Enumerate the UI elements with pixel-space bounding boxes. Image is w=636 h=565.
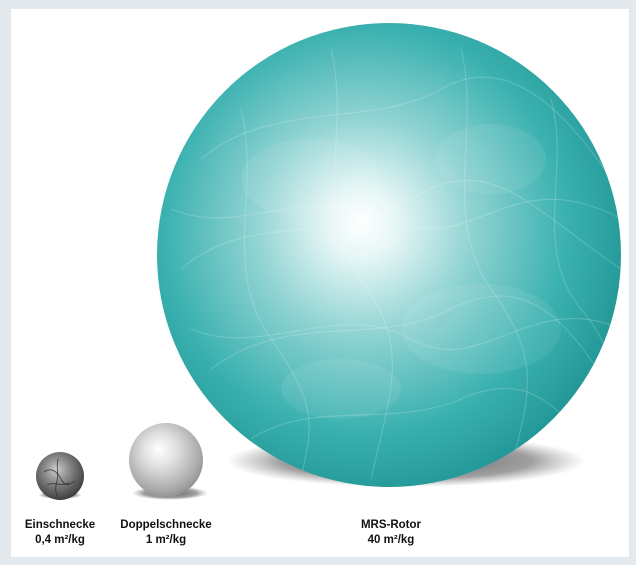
sphere-comparison-graphic	[36, 23, 621, 500]
doppelschnecke-label: Doppelschnecke	[120, 519, 212, 531]
einschnecke-value: 0,4 m²/kg	[35, 534, 85, 546]
doppelschnecke-value: 1 m²/kg	[145, 534, 187, 546]
einschnecke-label: Einschnecke	[24, 519, 96, 531]
mrs-rotor-caption: MRS-Rotor 40 m²/kg	[331, 518, 451, 548]
mrs-rotor-label: MRS-Rotor	[360, 519, 422, 531]
mrs-rotor-sphere	[157, 23, 621, 487]
einschnecke-caption: Einschnecke 0,4 m²/kg	[10, 518, 110, 548]
einschnecke-sphere	[36, 452, 84, 500]
mrs-rotor-value: 40 m²/kg	[367, 534, 415, 546]
doppelschnecke-caption: Doppelschnecke 1 m²/kg	[106, 518, 226, 548]
doppelschnecke-sphere	[129, 423, 203, 497]
figure-panel: Einschnecke 0,4 m²/kg Doppelschnecke 1 m…	[11, 9, 629, 557]
